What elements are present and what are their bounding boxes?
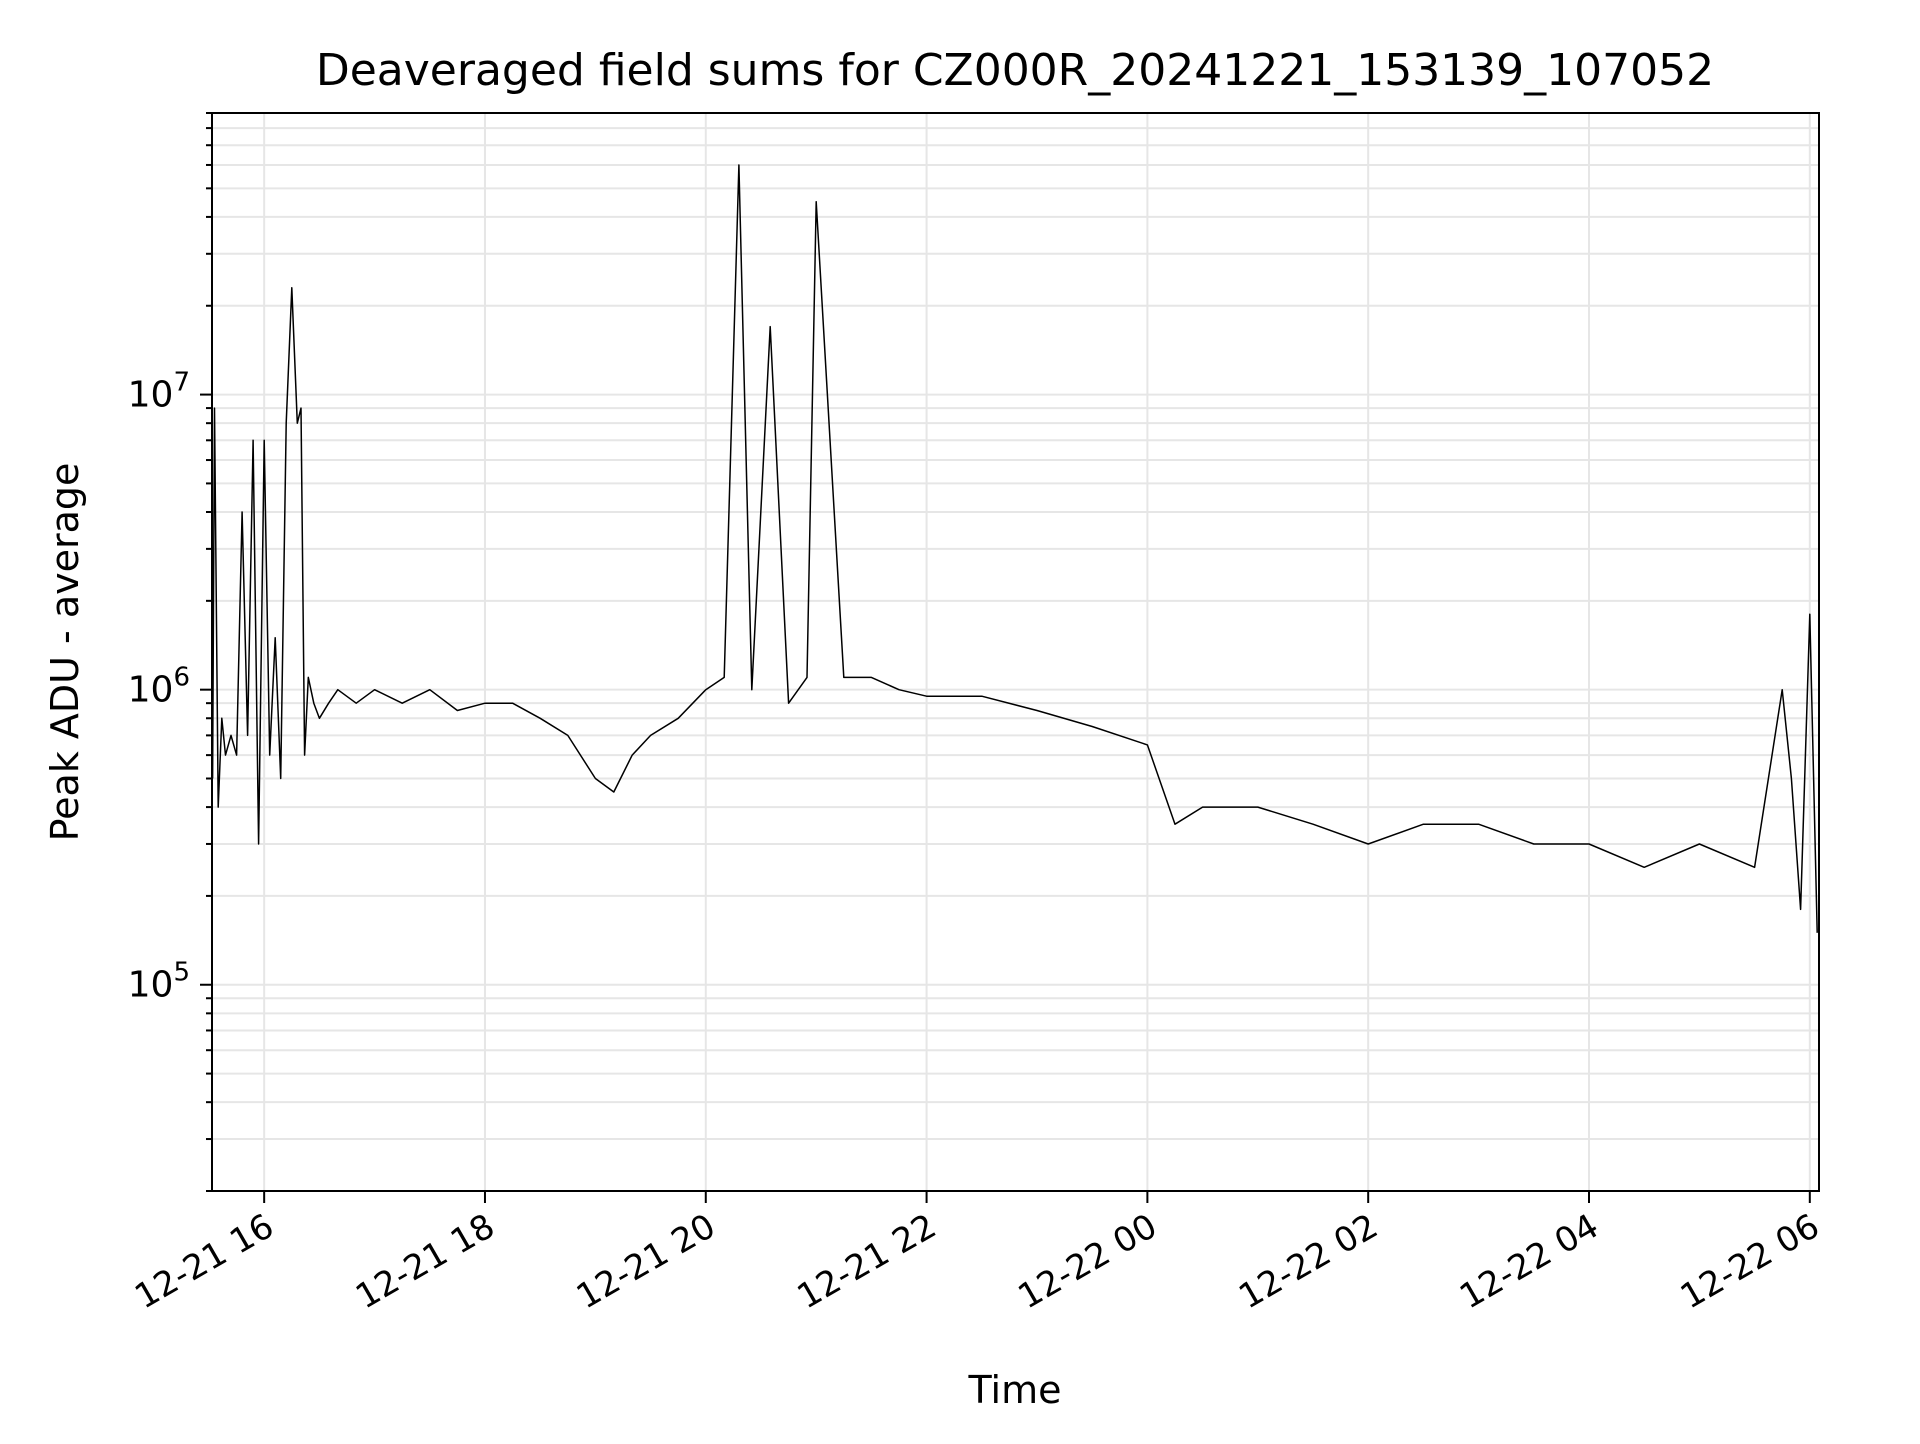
x-tick-label: 12-22 04 — [1453, 1206, 1605, 1317]
grid — [212, 112, 1819, 1192]
x-tick-label: 12-22 06 — [1674, 1206, 1826, 1317]
x-tick-label: 12-22 00 — [1011, 1206, 1163, 1317]
plot-frame — [211, 112, 1820, 1192]
data-layer — [211, 164, 1818, 933]
y-axis-label: Peak ADU - average — [43, 463, 87, 842]
chart-title: Deaveraged field sums for CZ000R_2024122… — [316, 45, 1714, 96]
y-tick-label: 105 — [128, 958, 190, 1006]
x-tick-label: 12-22 02 — [1232, 1206, 1384, 1317]
y-tick-label: 106 — [128, 663, 190, 711]
x-tick-label: 12-21 16 — [128, 1206, 280, 1317]
x-axis: 12-21 16 12-21 18 12-21 20 12-21 22 12-22 00… — [128, 1191, 1826, 1317]
x-axis-label: Time — [968, 1368, 1062, 1412]
x-tick-label: 12-21 18 — [349, 1206, 501, 1317]
y-tick-label: 107 — [128, 368, 190, 416]
series-line — [211, 164, 1818, 933]
y-axis: 105 106 107 — [128, 112, 212, 1192]
x-tick-label: 12-21 20 — [570, 1206, 722, 1317]
x-tick-label: 12-21 22 — [791, 1206, 943, 1317]
